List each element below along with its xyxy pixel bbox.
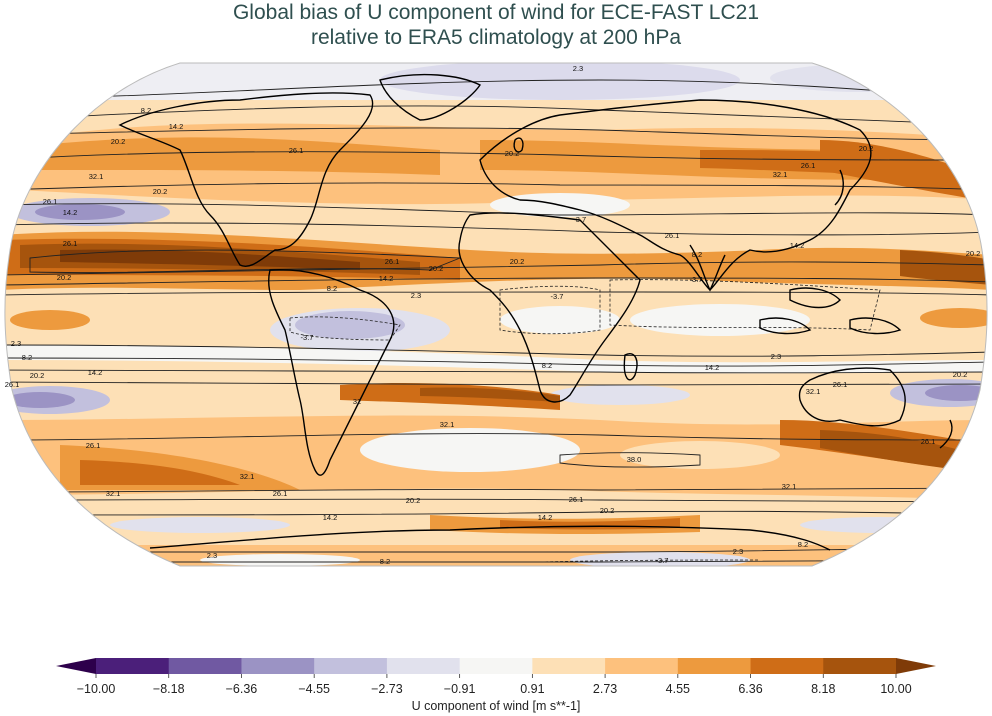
colorbar-segment xyxy=(241,658,315,674)
contour-label: 2.3 xyxy=(733,547,743,556)
colorbar-tick-label: −10.00 xyxy=(76,682,116,696)
contour-label: 20.2 xyxy=(953,370,968,379)
contour-label: 8.2 xyxy=(798,540,808,549)
contour-label: 8.2 xyxy=(327,284,337,293)
contour-label: 26.1 xyxy=(921,437,936,446)
colorbar-tick-label: 0.91 xyxy=(520,682,545,696)
contour-label: 8.2 xyxy=(141,106,151,115)
contour-label: 20.2 xyxy=(57,273,72,282)
contour-label: 32.1 xyxy=(106,489,121,498)
colorbar-segment xyxy=(386,658,461,674)
contour-label: 26.1 xyxy=(801,161,816,170)
colorbar-segment xyxy=(168,658,242,674)
contour-labels: 2.38.214.220.226.132.120.226.114.220.23.… xyxy=(5,64,981,566)
contour-label: 26.1 xyxy=(273,489,288,498)
contour-label: 32.1 xyxy=(782,482,797,491)
contour-label: 26.1 xyxy=(665,231,680,240)
contour-label: 32 xyxy=(353,397,361,406)
contour-label: 14.2 xyxy=(169,122,184,131)
contour-label: 20.2 xyxy=(859,144,874,153)
colorbar-segment xyxy=(314,658,388,674)
contour-label: 8.2 xyxy=(542,361,552,370)
contour-label: 32.1 xyxy=(773,170,788,179)
map-boundary xyxy=(4,62,988,567)
contour-label: 20.2 xyxy=(505,149,520,158)
robinson-map: 2.38.214.220.226.132.120.226.114.220.23.… xyxy=(4,62,988,567)
colorbar-segment xyxy=(677,658,752,674)
contour-label: 14.2 xyxy=(88,368,103,377)
contour-label: -3.7 xyxy=(656,556,669,565)
contour-label: 26.1 xyxy=(289,146,304,155)
contour-label: 32.1 xyxy=(89,172,104,181)
colorbar-segment xyxy=(459,658,533,674)
contour-label: 26.1 xyxy=(569,495,584,504)
chart-title: Global bias of U component of wind for E… xyxy=(0,0,992,50)
contour-label: 32.1 xyxy=(240,472,255,481)
colorbar-tick-label: −0.91 xyxy=(443,682,476,696)
colorbar-ticks xyxy=(95,674,897,678)
title-line-2: relative to ERA5 climatology at 200 hPa xyxy=(310,26,682,49)
contour-label: 3.7 xyxy=(576,215,586,224)
contour-label: 26.1 xyxy=(43,197,58,206)
contour-label: 32.1 xyxy=(440,420,455,429)
contour-label: 20.2 xyxy=(429,264,444,273)
colorbar-tick-label: −6.36 xyxy=(225,682,258,696)
contour-label: 26.1 xyxy=(63,239,78,248)
colorbar-segment xyxy=(532,658,606,674)
contour-label: 26.1 xyxy=(86,441,101,450)
colorbar-segments xyxy=(96,658,897,674)
contour-label: 20.2 xyxy=(30,371,45,380)
colorbar-label: U component of wind [m s**-1] xyxy=(411,699,581,713)
contour-label: 20.2 xyxy=(600,506,615,515)
contour-label: -3.7 xyxy=(690,275,703,284)
colorbar-extend-max xyxy=(896,658,936,674)
contour-label: 14.2 xyxy=(705,363,720,372)
contour-label: 20.2 xyxy=(153,187,168,196)
contour-label: -3.7 xyxy=(551,292,564,301)
colorbar-tick-label: −8.18 xyxy=(152,682,185,696)
contour-label: 14.2 xyxy=(790,241,805,250)
coastlines xyxy=(118,73,953,551)
colorbar-segment xyxy=(750,658,824,674)
contour-label: 8.2 xyxy=(380,557,390,566)
contour-label: 38.0 xyxy=(627,455,642,464)
colorbar-tick-label: −2.73 xyxy=(371,682,403,696)
contour-label: 20.2 xyxy=(406,496,421,505)
contour-label: 2.3 xyxy=(411,291,421,300)
colorbar-tick-label: −4.55 xyxy=(298,682,330,696)
contour-label: 14.2 xyxy=(379,274,394,283)
colorbar-tick-label: 6.36 xyxy=(738,682,763,696)
contour-label: 14.2 xyxy=(538,513,553,522)
colorbar-tick-label: 10.00 xyxy=(880,682,912,696)
contour-label: 2.3 xyxy=(573,64,583,73)
contour-label: 14.2 xyxy=(63,208,78,217)
contour-label: 32.1 xyxy=(806,387,821,396)
colorbar-tick-label: 2.73 xyxy=(592,682,618,696)
contour-label: 2.3 xyxy=(207,551,217,560)
contour-label: 26.1 xyxy=(5,380,20,389)
contour-label: 8.2 xyxy=(22,353,32,362)
colorbar-tick-label: 4.55 xyxy=(665,682,690,696)
contour-label: 26.1 xyxy=(833,380,848,389)
contour-label: -3.7 xyxy=(301,333,314,342)
colorbar-segment xyxy=(96,658,170,674)
contour-label: 14.2 xyxy=(323,513,338,522)
colorbar-extend-min xyxy=(56,658,96,674)
contour-label: 20.2 xyxy=(966,249,981,258)
contour-label: 20.2 xyxy=(510,257,525,266)
contour-label: 2.3 xyxy=(11,339,21,348)
title-line-1: Global bias of U component of wind for E… xyxy=(232,1,760,24)
colorbar-segment xyxy=(605,658,679,674)
contour-label: 2.3 xyxy=(771,352,781,361)
colorbar-segment xyxy=(823,658,897,674)
contour-label: 26.1 xyxy=(385,257,400,266)
colorbar-tick-label: 8.18 xyxy=(811,682,836,696)
contour-label: 8.2 xyxy=(692,250,702,259)
contour-label: 20.2 xyxy=(111,137,126,146)
